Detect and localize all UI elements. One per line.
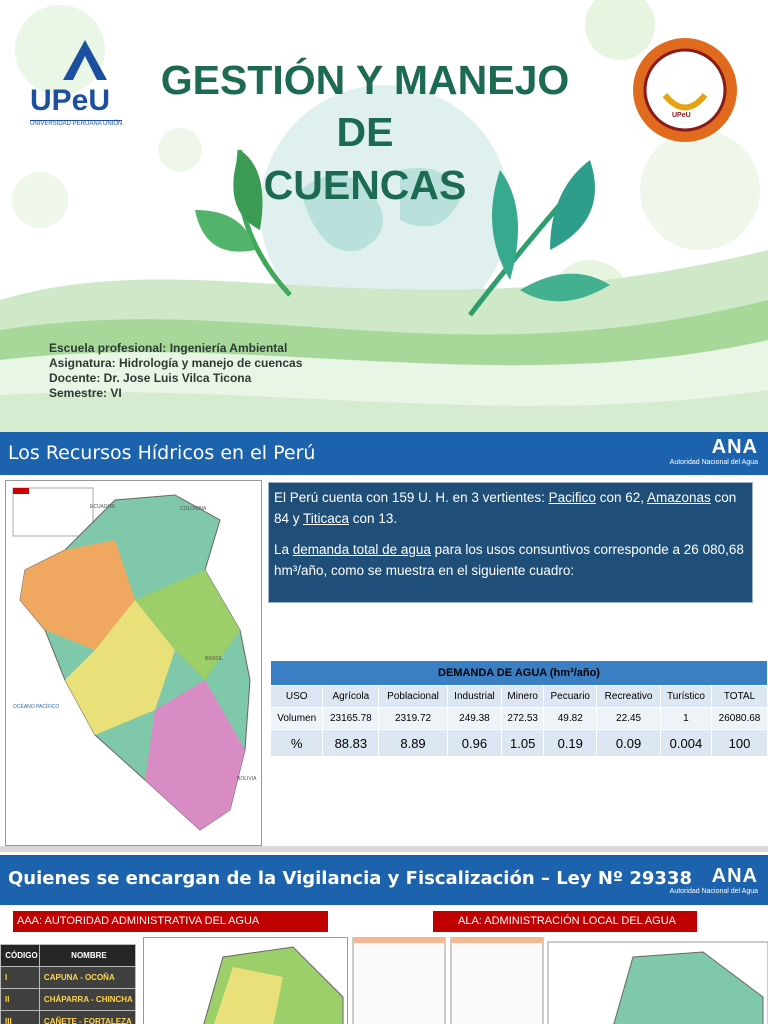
table-row: Volumen 23165.78 2319.72 249.38 272.53 49.82 2… [269,707,768,730]
text-run: para los usos consuntivos corresponde a … [274,542,744,578]
table-cell: 0.96 [446,729,503,757]
text-run: demanda total de agua [292,542,431,557]
title-line: CUENCAS [263,162,467,208]
slide: Quienes se encargan de la Vigilancia y F… [0,852,768,1024]
header-bar: Los Recursos Hídricos en el Perú ANA Auto… [0,432,768,475]
map: ECUADOR COLOMBIA BRASIL OCÉANO PACÍFICO … [5,480,262,846]
table-cell: NOMBRE [38,944,137,967]
paragraph: El Perú cuenta con 159 U. H. en 3 vertie… [274,487,747,529]
logo-name: ANA [711,865,758,887]
section-label: ALA: ADMINISTRACIÓN LOCAL DEL AGUA [433,911,697,932]
table-row: III CAÑETE - FORTALEZA [0,1010,137,1024]
header-bar: Quienes se encargan de la Vigilancia y F… [0,855,768,905]
map-label: COLOMBIA [180,506,207,512]
logo-subtitle: UNIVERSIDAD PERUANA UNIÓN [30,120,123,127]
table-cell: CAPUNA - OCOÑA [38,966,137,989]
info: Asignatura: Hidrología y manejo de cuenc… [49,356,303,370]
table-row: USO Agrícola Poblacional Industrial Minero Pe… [269,685,768,708]
logo-name: UPeU [30,84,111,117]
table-cell: Volumen [269,707,324,730]
map-label: OCÉANO PACÍFICO [13,703,59,710]
table-cell: Pecuario [543,685,598,708]
table-cell: 8.89 [378,729,448,757]
table-cell: CÓDIGO [0,944,40,967]
table-cell: 2319.72 [378,707,448,730]
logo-subtitle: Autoridad Nacional del Agua [669,459,758,466]
table-cell: 272.53 [501,707,545,730]
table-cell: 1.05 [501,729,545,757]
text-run: Titicaca [303,511,350,526]
data-table: DEMANDA DE AGUA (hm³/año) USO Agrícola Pobl… [269,660,768,757]
code-table: CÓDIGO NOMBRE I CAPUNA - OCOÑA II CHÁPARRA - … [0,944,137,1024]
paragraph: La demanda total de agua para los usos c… [274,539,747,581]
table-cell: Poblacional [378,685,448,708]
logo-subtitle: Autoridad Nacional del Agua [669,888,758,895]
text-run: El Perú cuenta con 159 U. H. en 3 vertie… [274,490,549,505]
table-cell: CAÑETE - FORTALEZA [38,1010,137,1024]
text-run: Pacifico [548,490,596,505]
table-cell: USO [269,685,324,708]
table-cell: Minero [501,685,545,708]
info: Docente: Dr. Jose Luis Vilca Ticona [49,371,252,385]
table-cell: 0.19 [543,729,598,757]
text-run: con 13. [349,511,398,526]
table-cell: Agrícola [322,685,380,708]
text-run: con 84 y [274,490,737,526]
logo-text: UPeU [672,112,691,119]
table-cell: III [0,1010,40,1024]
table-cell: Industrial [446,685,503,708]
table-cell: CHÁPARRA - CHINCHA [38,988,137,1011]
table-cell: 49.82 [543,707,598,730]
table-cell: 88.83 [322,729,380,757]
text-run: Amazonas [646,490,711,505]
table-cell: 23165.78 [322,707,380,730]
title-line: DE [336,109,394,155]
table-row: I CAPUNA - OCOÑA [0,966,137,989]
table-row: CÓDIGO NOMBRE [0,944,137,967]
ana-logo: ANA Autoridad Nacional del Agua [670,436,758,466]
text-box: El Perú cuenta con 159 U. H. en 3 vertie… [268,482,753,603]
map-label: BOLIVIA [237,776,257,782]
table-row: % 88.83 8.89 0.96 1.05 0.19 0.09 0.004 100 [269,729,768,757]
slide-title: Quienes se encargan de la Vigilancia y F… [8,868,692,889]
title-slide: UPeU UNIVERSIDAD PERUANA UNIÓN UPeU GEST… [0,0,768,432]
table-cell: 1 [659,707,713,730]
table-cell: TOTAL [711,685,768,708]
logo-name: ANA [711,436,758,458]
table-cell: Turístico [659,685,713,708]
slide-title: Los Recursos Hídricos en el Perú [8,442,316,464]
table-cell: % [269,729,324,757]
thumbnails [143,937,768,1024]
table-cell: Recreativo [596,685,661,708]
info: Escuela profesional: Ingeniería Ambienta… [49,341,288,355]
map-label: BRASIL [205,656,223,662]
table-cell: 0.09 [596,729,661,757]
table-cell: 100 [711,729,768,757]
table-row: II CHÁPARRA - CHINCHA [0,988,137,1011]
title-line: GESTIÓN Y MANEJO [160,57,570,103]
info: Semestre: VI [49,386,122,400]
slide: Los Recursos Hídricos en el Perú ANA Auto… [0,432,768,846]
ana-logo: ANA Autoridad Nacional del Agua [670,865,758,895]
table-cell: 26080.68 [711,707,768,730]
text-run: con 62, [595,490,647,505]
table-cell: 249.38 [446,707,503,730]
table-cell: II [0,988,40,1011]
table-cell: I [0,966,40,989]
table-cell: 22.45 [596,707,661,730]
table-title: DEMANDA DE AGUA (hm³/año) [270,660,768,686]
decoration [0,0,768,432]
map-label: ECUADOR [90,504,115,510]
table-cell: 0.004 [659,729,713,757]
text-run: La [274,542,293,557]
section-label: AAA: AUTORIDAD ADMINISTRATIVA DEL AGUA [13,911,328,932]
